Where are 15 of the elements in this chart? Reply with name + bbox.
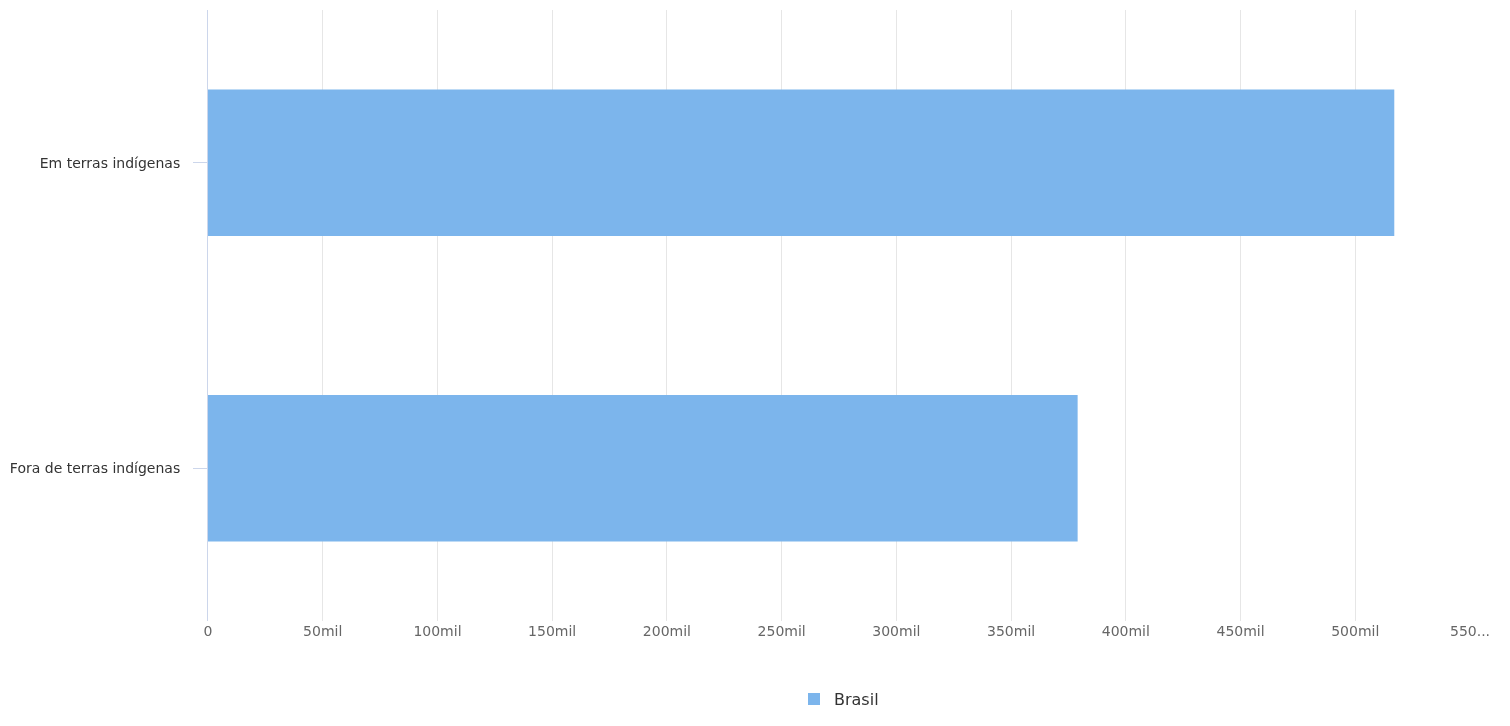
x-tick-label: 150mil (528, 623, 577, 639)
x-tick-label: 350mil (987, 623, 1036, 639)
y-tick-label: Em terras indígenas (39, 154, 181, 171)
x-tick-label: 550... (1449, 623, 1491, 639)
x-tick-label: 300mil (872, 623, 921, 639)
x-tick-label: 200mil (642, 623, 691, 639)
legend-label: Brasil (834, 690, 879, 710)
y-tick-label: Fora de terras indígenas (9, 460, 181, 477)
x-tick-label: 50mil (303, 623, 343, 639)
x-tick-label: 250mil (757, 623, 806, 639)
x-tick-label: 100mil (413, 623, 462, 639)
x-tick-label: 400mil (1101, 623, 1150, 639)
x-tick-label: 0 (203, 623, 213, 639)
x-tick-label: 450mil (1216, 623, 1265, 639)
x-tick-label: 500mil (1331, 623, 1380, 639)
